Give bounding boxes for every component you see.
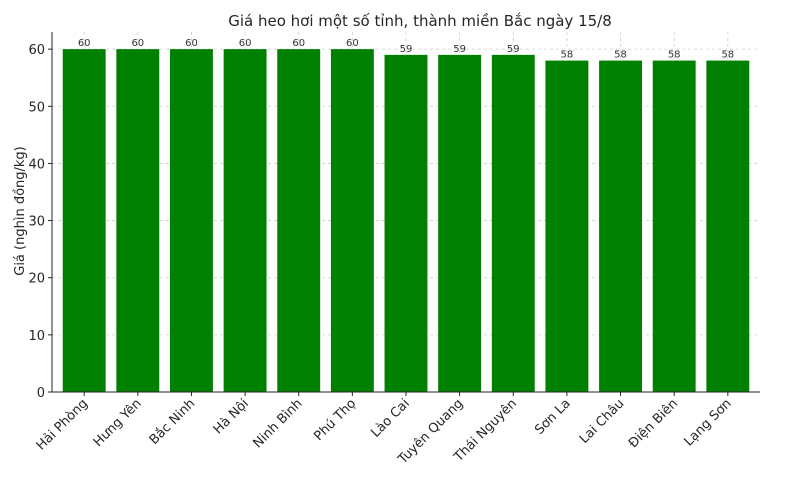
x-tick-label: Sơn La [532,396,574,438]
x-tick-label: Bắc Ninh [147,396,199,448]
y-tick-label: 30 [28,215,45,230]
y-tick-label: 10 [28,329,45,344]
x-tick-label: Lào Cai [368,396,413,441]
bar [330,49,374,393]
bar [277,49,321,393]
y-tick-label: 0 [37,386,45,401]
x-tick-label: Lạng Sơn [681,396,734,449]
bar [438,54,482,392]
bar-value-label: 60 [131,38,144,49]
bar-value-label: 60 [239,38,252,49]
y-axis-label: Giá (nghìn đồng/kg) [13,146,28,276]
bar-value-label: 59 [453,44,466,55]
bar [652,60,696,392]
bar [706,60,750,392]
y-tick-label: 20 [28,272,45,287]
bar-value-label: 58 [614,50,627,61]
bar-value-label: 58 [561,50,574,61]
x-tick-label: Điện Biên [626,396,681,451]
x-tick-label: Ninh Bình [250,396,305,451]
y-tick-label: 40 [28,157,45,172]
y-tick-label: 60 [28,43,45,58]
x-tick-label: Hưng Yên [91,396,145,450]
bar [599,60,642,392]
bar-value-label: 60 [78,38,91,49]
bar-value-label: 58 [721,50,734,61]
x-tick-label: Lai Châu [577,396,628,447]
bar-value-label: 60 [292,38,305,49]
y-tick-label: 50 [28,100,45,115]
x-tick-label: Hà Nội [211,396,252,437]
bar-value-label: 60 [346,38,359,49]
bar [62,49,106,393]
bar-value-label: 58 [668,50,681,61]
bar-value-label: 60 [185,38,198,49]
bar [223,49,267,393]
axes [48,32,760,396]
x-tick-label: Hải Phòng [34,396,91,453]
bar [545,60,589,392]
bar-value-label: 59 [400,44,413,55]
bars [62,49,750,393]
bar [170,49,213,393]
chart-title: Giá heo hơi một số tỉnh, thành miền Bắc … [228,12,612,30]
bar [384,54,428,392]
bar-value-label: 59 [507,44,520,55]
x-tick-label: Phú Thọ [311,396,359,444]
bar [491,54,535,392]
bar [116,49,160,393]
